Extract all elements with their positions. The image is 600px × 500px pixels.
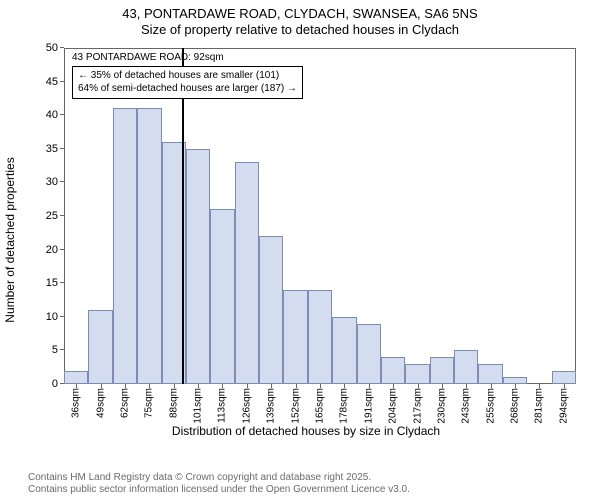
x-tick-label: 49sqm: [95, 388, 106, 418]
x-tick-label: 113sqm: [217, 388, 228, 423]
x-tick-label: 101sqm: [193, 388, 204, 424]
y-tick-label: 10: [46, 311, 64, 323]
x-tick-label: 178sqm: [339, 388, 350, 424]
histogram-bar: [430, 357, 454, 384]
x-tick-label: 152sqm: [290, 388, 301, 424]
x-tick-label: 281sqm: [534, 388, 545, 424]
annotation-line-1: ← 35% of detached houses are smaller (10…: [78, 70, 297, 83]
y-axis-label: Number of detached properties: [3, 157, 17, 322]
histogram-bar: [210, 209, 234, 384]
y-tick-label: 30: [46, 176, 64, 188]
y-tick-label: 40: [46, 109, 64, 121]
y-tick-mark: [60, 81, 64, 82]
x-tick-label: 230sqm: [436, 388, 447, 424]
histogram-bar: [332, 317, 356, 384]
title-block: 43, PONTARDAWE ROAD, CLYDACH, SWANSEA, S…: [0, 0, 600, 39]
histogram-bar: [113, 108, 137, 384]
x-tick-label: 255sqm: [485, 388, 496, 424]
x-tick-label: 191sqm: [363, 388, 374, 424]
y-tick-label: 20: [46, 244, 64, 256]
x-tick-label: 294sqm: [558, 388, 569, 424]
annotation-box: ← 35% of detached houses are smaller (10…: [72, 66, 303, 99]
footer-attribution: Contains HM Land Registry data © Crown c…: [28, 472, 410, 496]
y-tick-mark: [60, 215, 64, 216]
x-tick-label: 36sqm: [71, 388, 82, 418]
footer-line-2: Contains public sector information licen…: [28, 484, 410, 496]
x-tick-label: 165sqm: [315, 388, 326, 424]
y-tick-mark: [60, 282, 64, 283]
x-tick-label: 139sqm: [266, 388, 277, 424]
x-tick-label: 126sqm: [241, 388, 252, 424]
y-tick-label: 15: [46, 277, 64, 289]
annotation-line-2: 64% of semi-detached houses are larger (…: [78, 83, 297, 96]
histogram-bar: [454, 350, 478, 384]
annotation-heading: 43 PONTARDAWE ROAD: 92sqm: [72, 52, 224, 63]
x-tick-label: 204sqm: [388, 388, 399, 424]
x-tick-label: 217sqm: [412, 388, 423, 424]
chart-wrap: Number of detached properties 0510152025…: [28, 44, 584, 436]
histogram-bar: [235, 162, 259, 384]
x-tick-label: 243sqm: [461, 388, 472, 424]
x-tick-label: 75sqm: [144, 388, 155, 418]
title-line-2: Size of property relative to detached ho…: [0, 22, 600, 38]
histogram-bar: [357, 324, 381, 384]
histogram-bar: [503, 377, 527, 384]
histogram-bar: [478, 364, 502, 384]
x-tick-label: 88sqm: [168, 388, 179, 418]
histogram-bar: [137, 108, 161, 384]
y-tick-mark: [60, 316, 64, 317]
histogram-bar: [186, 149, 210, 384]
histogram-bar: [405, 364, 429, 384]
y-tick-mark: [60, 47, 64, 48]
histogram-bar: [552, 371, 576, 384]
x-axis-label: Distribution of detached houses by size …: [172, 424, 440, 438]
y-tick-label: 50: [46, 42, 64, 54]
histogram-bar: [88, 310, 112, 384]
title-line-1: 43, PONTARDAWE ROAD, CLYDACH, SWANSEA, S…: [0, 6, 600, 22]
footer-line-1: Contains HM Land Registry data © Crown c…: [28, 472, 410, 484]
y-tick-mark: [60, 148, 64, 149]
y-tick-mark: [60, 114, 64, 115]
histogram-bar: [308, 290, 332, 384]
y-tick-mark: [60, 181, 64, 182]
y-tick-label: 25: [46, 210, 64, 222]
y-tick-label: 0: [52, 378, 64, 390]
y-tick-label: 45: [46, 76, 64, 88]
y-tick-label: 35: [46, 143, 64, 155]
histogram-bar: [64, 371, 88, 384]
histogram-bar: [283, 290, 307, 384]
y-tick-mark: [60, 249, 64, 250]
y-tick-label: 5: [52, 344, 64, 356]
plot-area: 0510152025303540455036sqm49sqm62sqm75sqm…: [64, 48, 576, 384]
container: 43, PONTARDAWE ROAD, CLYDACH, SWANSEA, S…: [0, 0, 600, 500]
histogram-bar: [259, 236, 283, 384]
y-tick-mark: [60, 349, 64, 350]
x-tick-label: 62sqm: [119, 388, 130, 418]
x-tick-label: 268sqm: [510, 388, 521, 424]
histogram-bar: [381, 357, 405, 384]
